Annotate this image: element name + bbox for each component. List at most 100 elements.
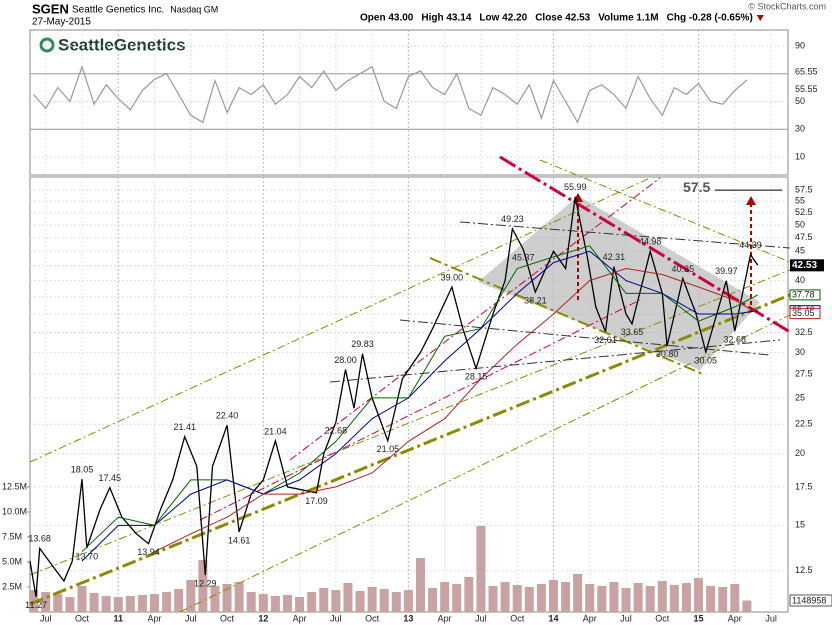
y-tick-label: 45 — [795, 246, 805, 256]
y2-tick-label: 10.0M — [2, 506, 27, 516]
x-tick-label: Oct — [510, 613, 525, 623]
volume-bar — [355, 591, 365, 612]
price-label: 14.61 — [228, 535, 251, 545]
volume-bar — [512, 585, 522, 612]
x-tick-label: Apr — [293, 613, 307, 623]
x-tick-label: Apr — [438, 613, 452, 623]
trendline — [429, 257, 706, 376]
x-tick-label: Oct — [655, 613, 670, 623]
volume-bar — [270, 596, 280, 612]
logo: SeattleGenetics — [58, 35, 186, 54]
quote-item: Close 42.53 — [535, 13, 590, 24]
y2-tick-label: 7.5M — [2, 531, 22, 541]
copyright: © StockCharts.com — [748, 1, 826, 11]
volume-bar — [561, 582, 571, 612]
x-tick-label: Jul — [620, 613, 632, 623]
y-tick-label: 22.5 — [795, 419, 813, 429]
volume-bar — [379, 589, 389, 612]
price-label: 17.09 — [305, 496, 328, 506]
y2-tick-label: 12.5M — [2, 481, 27, 491]
volume-bar — [476, 526, 486, 612]
x-tick-label: Apr — [728, 613, 742, 623]
x-tick-label: Oct — [220, 613, 235, 623]
price-label: 29.83 — [351, 339, 374, 349]
volume-bar — [234, 582, 244, 612]
price-label: 42.31 — [603, 252, 626, 262]
y-tick-label: 47.5 — [795, 232, 813, 242]
company-name: Seattle Genetics Inc. — [72, 5, 164, 16]
quote-item: Low 42.20 — [479, 13, 527, 24]
x-tick-label: Jul — [765, 613, 777, 623]
price-label: 11.27 — [25, 600, 47, 610]
moving-average — [81, 245, 759, 553]
trendline — [199, 299, 641, 521]
price-label: 21.41 — [173, 422, 196, 432]
volume-bar — [210, 586, 220, 612]
ma-tag-box — [789, 308, 821, 320]
price-label: 22.68 — [325, 426, 348, 436]
ma-tag: 37.78 — [792, 289, 815, 299]
x-tick-label: Jul — [330, 613, 342, 623]
volume-bar — [198, 560, 208, 612]
value-tag: 55.55 — [795, 84, 818, 94]
price-label: 28.15 — [465, 372, 488, 382]
volume-bar — [222, 584, 232, 612]
price-label: 55.99 — [564, 182, 587, 192]
price-label: 18.05 — [71, 465, 94, 475]
price-label: 39.00 — [441, 272, 464, 282]
quote-item: Open 43.00 — [360, 13, 414, 24]
volume-bar — [174, 589, 184, 612]
volume-bar — [742, 600, 752, 612]
price-label: 30.05 — [695, 355, 718, 365]
volume-tag: 1148958 — [792, 595, 826, 605]
price-label: 21.04 — [264, 426, 287, 436]
price-tag: 42.53 — [792, 260, 817, 271]
volume-bar — [319, 588, 329, 612]
volume-bar — [706, 586, 716, 612]
price-label: 40.35 — [672, 264, 695, 274]
volume-bar — [137, 595, 147, 612]
logo-mark — [39, 37, 55, 53]
price-tag-box — [790, 259, 824, 272]
price-label: 32.61 — [594, 335, 617, 345]
volume-bar — [440, 582, 450, 612]
rsi-line — [33, 64, 748, 124]
price-label: 39.97 — [715, 266, 738, 276]
y-tick-label: 40 — [795, 275, 805, 285]
price-label: 44.39 — [739, 240, 762, 250]
price-label: 22.40 — [216, 411, 239, 421]
y-tick-label: 27.5 — [795, 369, 813, 379]
volume-bar — [65, 597, 75, 612]
volume-bar — [246, 592, 256, 612]
y-tick-label: 55 — [795, 196, 805, 206]
y-tick-label: 90 — [795, 40, 805, 50]
volume-bar — [391, 592, 401, 612]
trendlines — [29, 155, 791, 613]
volume-bar — [718, 587, 728, 612]
volume-bar — [283, 595, 293, 612]
price-label: 28.00 — [334, 355, 357, 365]
y-tick-label: 32.5 — [795, 327, 813, 337]
quote-item: Chg -0.28 (-0.65%) — [667, 13, 753, 24]
x-tick-label: Apr — [583, 613, 597, 623]
volume-bar — [524, 587, 534, 612]
x-tick-label: 12 — [258, 613, 268, 623]
volume-bar — [331, 590, 341, 612]
trendline — [29, 293, 791, 606]
volume-bar — [125, 596, 135, 612]
exchange: Nasdaq GM — [170, 4, 218, 14]
volume-bar — [645, 586, 655, 612]
y-tick-label: 57.5 — [795, 184, 813, 194]
x-tick-label: Oct — [365, 613, 380, 623]
volume-bar — [186, 580, 196, 612]
price-label: 12.29 — [194, 578, 217, 588]
tag-box — [789, 594, 832, 607]
price-label: 45.37 — [512, 253, 535, 263]
x-tick-label: Apr — [148, 613, 162, 623]
x-tick-label: 15 — [694, 613, 704, 623]
volume-bar — [343, 583, 353, 612]
volume-bar — [657, 581, 667, 612]
trendline — [289, 177, 661, 461]
volume-bar — [633, 583, 643, 612]
price-label: 21.05 — [377, 444, 400, 454]
